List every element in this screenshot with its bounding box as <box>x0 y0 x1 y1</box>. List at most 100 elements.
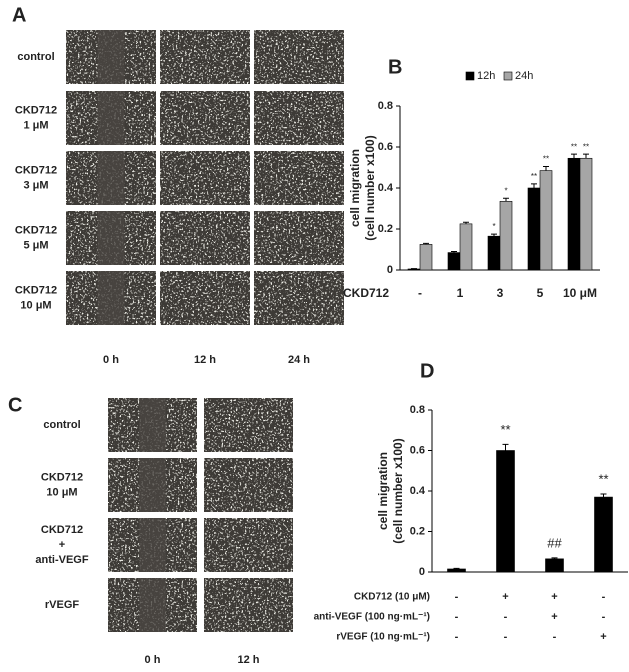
legend-label: 24h <box>515 70 533 82</box>
wound-gap <box>97 30 125 84</box>
significance-label: ** <box>500 422 510 437</box>
y-axis-label: cell migration <box>376 452 390 530</box>
y-tick-label: 0.8 <box>378 100 393 112</box>
bar <box>579 157 593 271</box>
significance-label: * <box>492 222 495 231</box>
row-label: 10 μM <box>46 486 77 498</box>
micrograph-texture <box>254 151 344 205</box>
bar <box>499 201 513 271</box>
error-bar <box>491 233 497 237</box>
x-tick-label: 5 <box>537 286 544 300</box>
y-axis-label: cell migration <box>348 149 362 227</box>
column-label: 12 h <box>194 354 216 366</box>
y-tick-label: 0 <box>419 566 425 578</box>
condition-mark: - <box>455 631 459 643</box>
panel-label: A <box>12 4 26 26</box>
row-label: CKD712 <box>15 104 57 116</box>
error-bar <box>503 197 509 202</box>
condition-mark: - <box>602 591 606 603</box>
row-label: CKD712 <box>15 224 57 236</box>
condition-label: anti-VEGF (100 ng·mL⁻¹) <box>314 612 430 623</box>
row-label: + <box>59 539 65 551</box>
row-label: 3 μM <box>23 179 48 191</box>
row-label: CKD712 <box>41 524 83 536</box>
column-label: 12 h <box>237 654 259 666</box>
condition-mark: + <box>551 611 557 623</box>
bar <box>539 170 553 271</box>
y-tick-label: 0.6 <box>410 444 425 456</box>
significance-label: ** <box>571 142 577 151</box>
error-bar <box>451 251 457 253</box>
legend-label: 12h <box>477 70 495 82</box>
bar <box>447 252 461 271</box>
bar <box>496 450 515 573</box>
micrograph-texture <box>160 151 250 205</box>
condition-mark: - <box>504 631 508 643</box>
row-label: CKD712 <box>15 164 57 176</box>
wound-gap <box>97 151 125 205</box>
panel-label: C <box>8 394 22 416</box>
error-bar <box>502 443 509 451</box>
wound-gap <box>97 271 125 325</box>
error-bar <box>423 242 429 245</box>
wound-gap <box>139 458 166 512</box>
condition-mark: - <box>504 611 508 623</box>
significance-label: * <box>504 186 507 195</box>
error-bar <box>600 493 607 498</box>
y-tick-label: 0.4 <box>378 182 394 194</box>
wound-gap <box>139 518 166 572</box>
micrograph-texture <box>254 91 344 145</box>
condition-mark: - <box>553 631 557 643</box>
row-label: 1 μM <box>23 119 48 131</box>
micrograph-texture <box>204 458 293 512</box>
y-axis-label: (cell number x100) <box>363 135 377 240</box>
condition-mark: - <box>455 611 459 623</box>
error-bar <box>583 153 589 159</box>
wound-gap <box>139 398 166 452</box>
significance-label: ** <box>583 142 589 151</box>
micrograph-texture <box>204 398 293 452</box>
bar <box>419 244 433 271</box>
error-bar <box>531 183 537 188</box>
wound-gap <box>97 211 125 265</box>
error-bar <box>453 567 460 569</box>
x-tick-label: 3 <box>497 286 504 300</box>
column-label: 0 h <box>103 354 119 366</box>
column-label: 0 h <box>145 654 161 666</box>
significance-label: ## <box>547 535 562 550</box>
y-tick-label: 0.8 <box>410 404 425 416</box>
error-bar <box>551 557 558 559</box>
x-tick-label: 10 μM <box>563 286 597 300</box>
y-tick-label: 0.6 <box>378 141 393 153</box>
bar <box>594 496 613 573</box>
legend-swatch <box>503 71 513 81</box>
micrograph-texture <box>254 271 344 325</box>
micrograph-texture <box>160 30 250 84</box>
wound-gap <box>97 91 125 145</box>
condition-mark: - <box>602 611 606 623</box>
condition-mark: - <box>455 591 459 603</box>
micrograph-texture <box>204 578 293 632</box>
micrograph-texture <box>204 518 293 572</box>
y-tick-label: 0.2 <box>378 223 393 235</box>
panel-label: B <box>388 56 402 78</box>
bar <box>447 568 466 573</box>
bar <box>567 157 581 271</box>
panel-label: D <box>420 360 434 382</box>
significance-label: ** <box>543 155 549 164</box>
micrograph-texture <box>160 211 250 265</box>
bar <box>527 187 541 271</box>
row-label: control <box>43 419 80 431</box>
column-label: 24 h <box>288 354 310 366</box>
x-tick-label: 1 <box>457 286 464 300</box>
condition-label: rVEGF (10 ng·mL⁻¹) <box>336 632 430 643</box>
row-label: CKD712 <box>41 471 83 483</box>
row-label: 5 μM <box>23 239 48 251</box>
y-tick-label: 0.4 <box>410 485 426 497</box>
row-label: rVEGF <box>45 599 80 611</box>
bar <box>459 223 473 271</box>
error-bar <box>463 221 469 224</box>
micrograph-texture <box>160 91 250 145</box>
